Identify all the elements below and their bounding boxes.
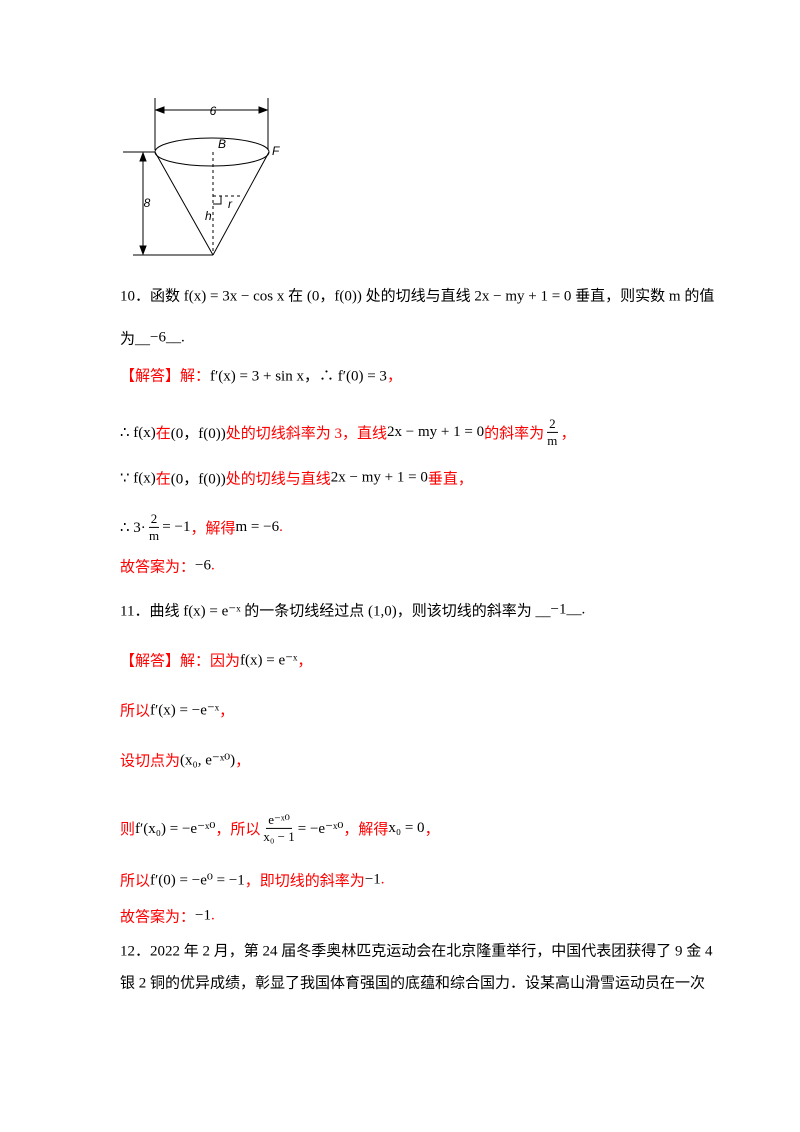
text-line: 故答案为： −6.: [120, 556, 215, 577]
text-run: (0，f(0)): [170, 471, 226, 488]
text-line: 【解答】解：因为 f(x) = e⁻ˣ，: [120, 650, 312, 671]
text-run: −1: [195, 907, 211, 924]
denominator: m: [148, 527, 160, 543]
text-line: ∴ f(x) 在 (0，f(0)) 处的切线斜率为 3，直线 2x − my + 1 =…: [120, 416, 576, 448]
text-run: ∵ f(x): [120, 470, 156, 487]
text-line: 设切点为 (x₀, e⁻ˣ⁰)，: [120, 750, 250, 771]
text-run: ，: [219, 703, 235, 720]
text-run: .: [380, 871, 385, 888]
text-run: (x₀, e⁻ˣ⁰): [180, 752, 236, 769]
text-run: ，即切线的斜率为: [244, 873, 365, 890]
text-line: 为__ −6 __.: [120, 328, 185, 349]
cone-figure: 6 8 B F h r: [123, 98, 280, 256]
text-run: 2x − my + 1 = 0: [387, 423, 485, 440]
text-run: 银 2 铜的优异成绩，彰显了我国体育强国的底蕴和综合国力．设某高山滑雪运动员在一…: [120, 975, 706, 992]
text-run: m = −6: [235, 518, 280, 535]
text-run: ，解得: [190, 520, 236, 537]
denominator: x₀ − 1: [263, 828, 295, 844]
text-run: ，: [560, 425, 576, 442]
text-run: −6: [195, 557, 211, 574]
text-run: −1: [364, 871, 381, 888]
figure-label: h: [205, 209, 212, 223]
text-run: x₀ = 0: [388, 819, 425, 836]
text-run: 【解答】解：: [120, 368, 211, 385]
text-run: f′(x₀) = −e⁻ˣ⁰: [135, 820, 216, 837]
text-line: 12．2022 年 2 月，第 24 届冬季奥林匹克运动会在北京隆重举行，中国代…: [120, 940, 713, 961]
text-line: 所以 f′(x) = −e⁻ˣ，: [120, 700, 234, 721]
text-run: f′(0) = −e⁰ = −1: [150, 872, 245, 889]
text-run: 【解答】解：因为: [120, 653, 241, 670]
figure-label: r: [228, 197, 233, 211]
text-run: __.: [566, 601, 586, 618]
text-run: 10．函数 f(x) = 3x − cos x 在 (0，f(0)) 处的切线与…: [120, 288, 715, 305]
text-run: f′(x) = 3 + sin x，∴ f′(0) = 3: [210, 368, 387, 385]
text-run: ，: [386, 368, 402, 385]
text-run: (0，f(0)): [170, 425, 226, 442]
text-line: 10．函数 f(x) = 3x − cos x 在 (0，f(0)) 处的切线与…: [120, 285, 714, 306]
text-run: 11．曲线 f(x) = e⁻ˣ 的一条切线经过点 (1,0)，则该切线的斜率为…: [120, 603, 551, 620]
text-run: 所以: [120, 703, 151, 720]
text-line: 故答案为： −1.: [120, 906, 215, 927]
text-run: 在: [155, 425, 171, 442]
text-line: 所以 f′(0) = −e⁰ = −1 ，即切线的斜率为 −1.: [120, 870, 385, 891]
text-run: 故答案为：: [120, 909, 196, 926]
text-run: 垂直，: [427, 471, 473, 488]
text-run: ，解得: [343, 821, 389, 838]
text-run: 处的切线与直线: [225, 471, 331, 488]
text-run: 故答案为：: [120, 559, 196, 576]
figure-label: F: [272, 144, 280, 158]
figure-label: 6: [210, 104, 217, 118]
text-line: ∵ f(x) 在 (0，f(0)) 处的切线与直线 2x − my + 1 = 0 垂直，: [120, 468, 473, 489]
text-run: 的斜率为: [484, 425, 545, 442]
text-run: f′(x) = −e⁻ˣ: [150, 702, 220, 719]
text-run: __.: [165, 329, 185, 346]
text-run: ∴ f(x): [120, 424, 156, 441]
text-run: ，: [297, 653, 313, 670]
figure-label: 8: [144, 196, 151, 210]
denominator: m: [547, 432, 558, 448]
text-run: 12．2022 年 2 月，第 24 届冬季奥林匹克运动会在北京隆重举行，中国代…: [120, 943, 713, 960]
text-line: 银 2 铜的优异成绩，彰显了我国体育强国的底蕴和综合国力．设某高山滑雪运动员在一…: [120, 972, 705, 993]
fraction: e⁻ˣ⁰ x₀ − 1: [263, 812, 294, 844]
text-run: 则: [120, 821, 136, 838]
text-line: ∴ 3· 2 m = −1 ，解得 m = −6.: [120, 511, 283, 543]
numerator: 2: [547, 415, 558, 433]
text-line: 11．曲线 f(x) = e⁻ˣ 的一条切线经过点 (1,0)，则该切线的斜率为…: [120, 600, 585, 621]
text-run: 2x − my + 1 = 0: [330, 469, 428, 486]
text-run: 设切点为: [120, 753, 181, 770]
text-run: .: [210, 907, 215, 924]
text-line: 【解答】解： f′(x) = 3 + sin x，∴ f′(0) = 3，: [120, 365, 402, 386]
text-run: ，: [424, 821, 440, 838]
text-run: ，所以: [215, 821, 261, 838]
text-run: ，: [235, 753, 251, 770]
text-run: −6: [150, 329, 166, 346]
text-run: .: [279, 518, 283, 535]
text-line: 则 f′(x₀) = −e⁻ˣ⁰ ，所以 e⁻ˣ⁰ x₀ − 1 = −e⁻ˣ⁰ ，解得 x₀…: [120, 812, 440, 844]
text-run: f(x) = e⁻ˣ: [240, 652, 298, 669]
text-run: .: [210, 557, 215, 574]
text-run: 为__: [120, 331, 151, 348]
text-run: = −1: [162, 518, 191, 535]
figure-label: B: [218, 137, 226, 151]
text-run: −1: [550, 601, 567, 618]
text-run: ∴ 3·: [120, 519, 146, 536]
text-run: = −e⁻ˣ⁰: [297, 820, 344, 837]
text-run: 所以: [120, 873, 151, 890]
text-run: 在: [155, 471, 171, 488]
numerator: 2: [148, 510, 160, 528]
text-run: 处的切线斜率为 3，直线: [225, 425, 388, 442]
numerator: e⁻ˣ⁰: [266, 811, 292, 829]
